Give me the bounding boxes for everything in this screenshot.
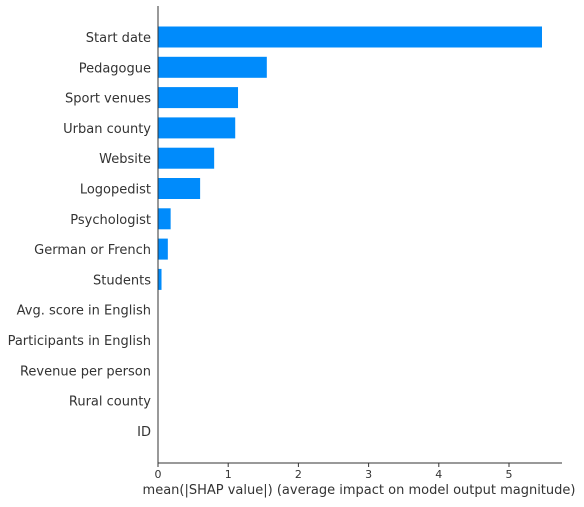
x-axis-label: mean(|SHAP value|) (average impact on mo… <box>143 483 576 498</box>
category-label-urban-county: Urban county <box>63 122 151 137</box>
bar-students <box>158 268 162 290</box>
category-label-pedagogue: Pedagogue <box>79 61 151 76</box>
bars-layer <box>158 26 542 290</box>
x-ticks-layer: 0 1 2 3 4 5 <box>155 463 513 481</box>
x-tick-label-4: 4 <box>435 468 442 481</box>
x-tick-label-2: 2 <box>295 468 302 481</box>
category-label-start-date: Start date <box>86 31 151 46</box>
bar-german-or-french <box>158 238 168 260</box>
x-tick-label-1: 1 <box>225 468 232 481</box>
category-labels-layer: Start date Pedagogue Sport venues Urban cou… <box>8 31 152 440</box>
category-label-students: Students <box>93 273 151 288</box>
category-label-psychologist: Psychologist <box>70 213 151 228</box>
bar-sport-venues <box>158 87 239 109</box>
category-label-sport-venues: Sport venues <box>65 92 151 107</box>
category-label-logopedist: Logopedist <box>80 183 151 198</box>
category-label-avg-score-in-english: Avg. score in English <box>17 304 151 319</box>
bar-start-date <box>158 26 542 48</box>
bar-website <box>158 147 215 169</box>
bar-urban-county <box>158 117 236 139</box>
x-tick-label-5: 5 <box>506 468 513 481</box>
category-label-rural-county: Rural county <box>69 395 151 410</box>
category-label-id: ID <box>137 425 151 440</box>
x-tick-label-3: 3 <box>365 468 372 481</box>
axis-layer <box>157 6 562 464</box>
bar-psychologist <box>158 208 171 230</box>
x-tick-label-0: 0 <box>155 468 162 481</box>
category-label-revenue-per-person: Revenue per person <box>20 364 151 379</box>
category-label-participants-in-english: Participants in English <box>8 334 151 349</box>
category-label-website: Website <box>99 152 151 167</box>
bar-logopedist <box>158 178 201 199</box>
category-label-german-or-french: German or French <box>34 243 151 258</box>
bar-pedagogue <box>158 56 267 78</box>
